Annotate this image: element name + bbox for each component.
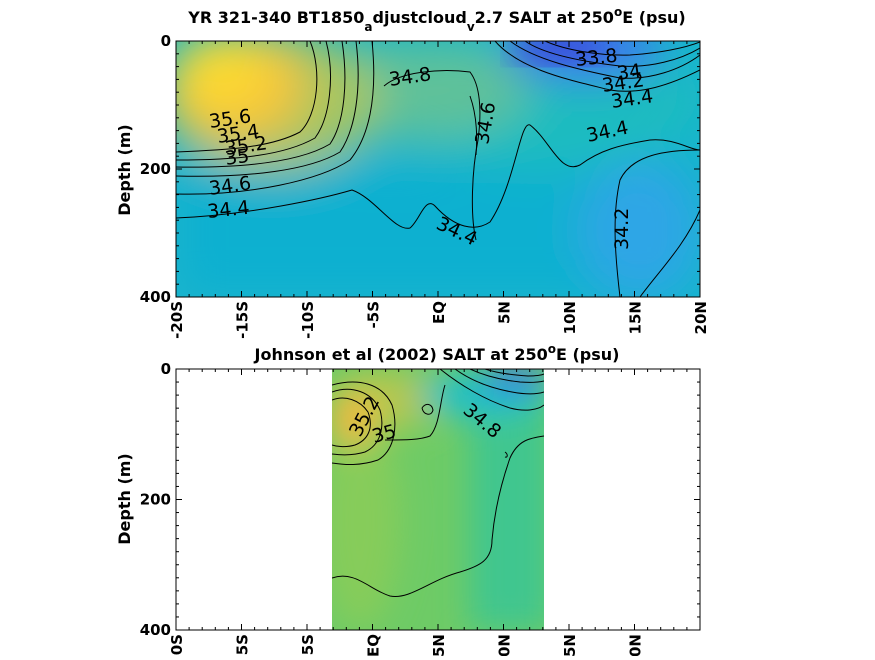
- contour-label: 34.4: [206, 197, 250, 223]
- contour-label: 33.8: [574, 45, 618, 71]
- contour-lines: [332, 369, 544, 597]
- contour-label: 35: [224, 145, 251, 170]
- x-tick-label: -20S: [168, 301, 186, 339]
- y-axis-label: Depth (m): [115, 453, 134, 545]
- salinity-field: [332, 369, 544, 630]
- x-tick-label: EQ: [365, 634, 383, 656]
- contour-label: 34: [616, 60, 643, 85]
- y-tick-label: 0: [161, 32, 171, 50]
- x-tick-label: 15N: [627, 301, 645, 334]
- x-tick-label: 5N: [561, 634, 579, 656]
- observed-salt-panel: Johnson et al (2002) SALT at 250oE (psu): [115, 342, 701, 657]
- x-tick-label: 0N: [496, 634, 514, 656]
- y-tick-label: 200: [140, 160, 171, 178]
- x-tick-label: 5S: [299, 634, 317, 655]
- x-tick-label: 0S: [168, 634, 186, 655]
- x-tick-label: 0N: [627, 634, 645, 656]
- axes: 0S 5S 5S EQ 5N 0N 5N 0N 0 200 400: [140, 360, 701, 657]
- x-tick-label: -10S: [299, 301, 317, 339]
- y-axis-label: Depth (m): [115, 124, 134, 216]
- model-salt-panel: YR 321-340 BT1850adjustcloudv2.7 SALT at…: [115, 5, 710, 339]
- x-tick-label: -5S: [365, 301, 383, 328]
- y-tick-label: 0: [161, 360, 171, 378]
- y-tick-label: 400: [140, 621, 171, 639]
- x-tick-label: 5N: [496, 301, 514, 324]
- axes: -20S -15S -10S -5S EQ 5N 10N 15N 20N 0 200 400: [140, 32, 710, 339]
- x-tick-label: 20N: [692, 301, 710, 334]
- y-tick-label: 200: [140, 491, 171, 509]
- contour-label: 34.2: [611, 208, 633, 250]
- chart-title: Johnson et al (2002) SALT at 250oE (psu): [254, 342, 620, 364]
- contour-labels: 35.6 35.4 35.2 35 34.6 34.4 34.8 34.6 34…: [206, 45, 654, 251]
- x-tick-label: 10N: [561, 301, 579, 334]
- salinity-field: [176, 41, 700, 297]
- y-tick-label: 400: [140, 288, 171, 306]
- x-tick-label: 5N: [430, 634, 448, 656]
- x-tick-label: EQ: [430, 301, 448, 324]
- x-tick-label: 5S: [234, 634, 252, 655]
- x-tick-label: -15S: [234, 301, 252, 339]
- contour-lines: [176, 41, 700, 297]
- chart-title: YR 321-340 BT1850adjustcloudv2.7 SALT at…: [187, 5, 685, 34]
